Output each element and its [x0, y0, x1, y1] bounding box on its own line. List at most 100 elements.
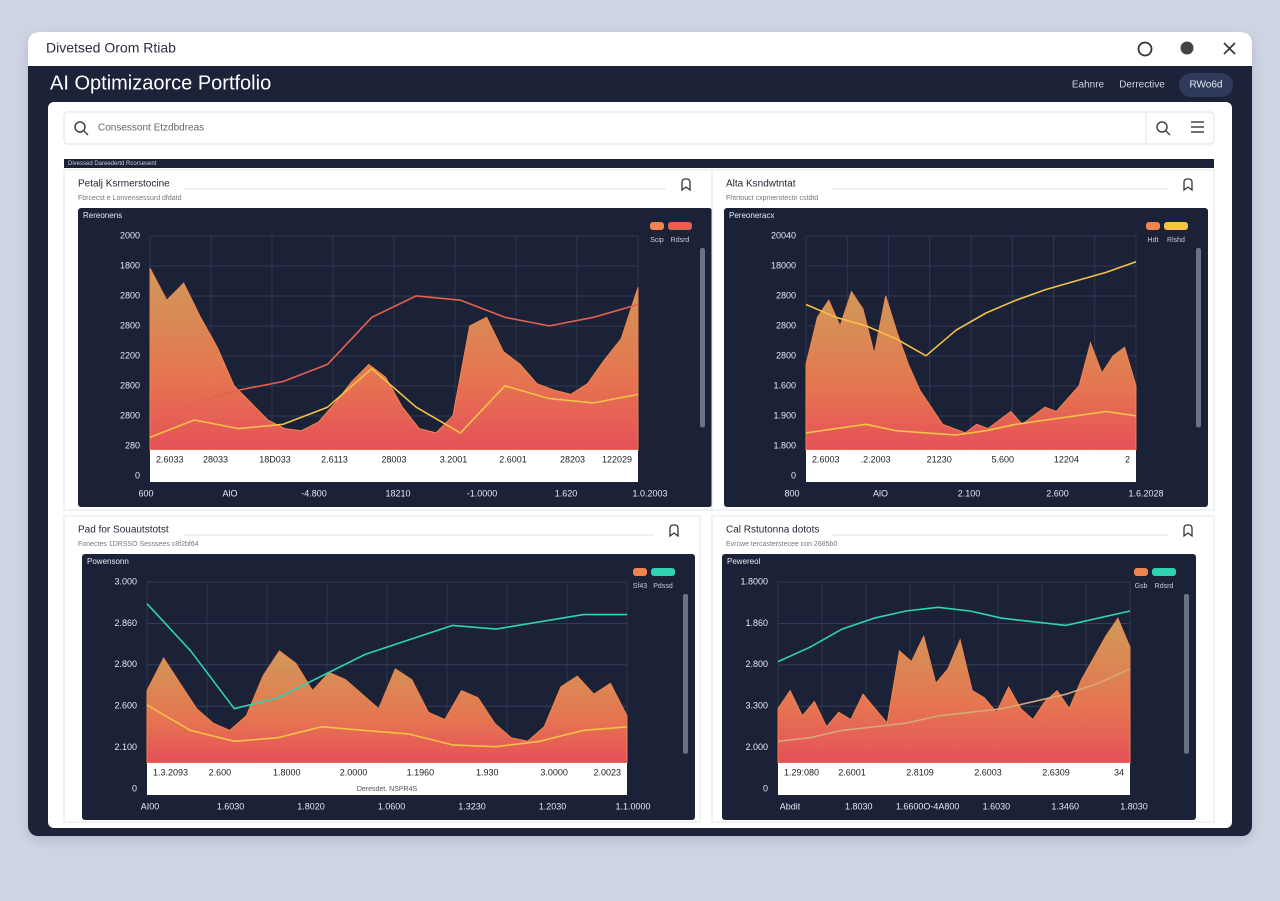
line — [777, 668, 1131, 743]
x-tick-label-secondary: 1.8030 — [1120, 801, 1148, 811]
x-tick-label-secondary: 600 — [138, 488, 153, 498]
y-tick-label: 3.000 — [114, 576, 137, 586]
x-tick-label: 1.1960 — [407, 767, 435, 777]
strip — [64, 159, 1214, 168]
icon-button[interactable] — [1180, 41, 1194, 55]
search-button[interactable] — [1165, 130, 1171, 136]
legend-swatch — [1134, 568, 1148, 576]
y-tick-label: 0 — [132, 783, 137, 793]
x-tick-label: 2.6113 — [321, 454, 348, 464]
y-tick-label: 1.600 — [773, 380, 796, 390]
x-tick-label: 2.6001 — [838, 767, 866, 777]
area — [777, 617, 1131, 764]
x-tick-label: 2 — [1125, 454, 1130, 464]
line — [777, 606, 1131, 663]
panel-title: Alta Ksndwtntat — [726, 179, 796, 190]
x-tick-label-secondary: 1.2030 — [539, 801, 567, 811]
x-note: Deresdet. NSPR4S — [357, 786, 418, 793]
tab[interactable]: Eahnre — [1072, 80, 1105, 91]
search-placeholder[interactable]: Consessont Etzdbdreas — [98, 123, 204, 134]
y-tick-label: 1.800 — [773, 440, 796, 450]
menu-button[interactable] — [1191, 121, 1204, 133]
x-tick-label-secondary: AlO — [873, 488, 888, 498]
y-tick-label: 1800 — [120, 260, 140, 270]
tab-pill[interactable] — [1179, 73, 1233, 97]
y-tick-label: 2800 — [120, 320, 140, 330]
x-tick-label-secondary: 1.8020 — [297, 801, 325, 811]
y-tick-label: 2.800 — [114, 659, 137, 669]
y-tick-label: 20040 — [771, 230, 796, 240]
legend-swatch — [1164, 222, 1188, 230]
scrollbar — [683, 594, 688, 754]
legend-label: Scip — [650, 237, 664, 244]
legend-swatch — [1152, 568, 1176, 576]
y-tick-label: 2800 — [776, 290, 796, 300]
bookmark-icon[interactable] — [681, 178, 691, 192]
scrollbar — [700, 248, 705, 428]
x-tick-label: .2.2003 — [861, 454, 891, 464]
legend-label: Hdt — [1148, 237, 1159, 244]
legend-label: Rdsrd — [671, 237, 690, 244]
y-tick-label: 0 — [791, 470, 796, 480]
y-tick-label: 3.300 — [745, 701, 768, 711]
x-tick-label-secondary: 18210 — [385, 488, 410, 498]
x-tick-label: 3.2001 — [440, 454, 468, 464]
x-axis-strip — [150, 450, 638, 482]
x-tick-label: 3.0000 — [540, 767, 568, 777]
x-axis-strip — [147, 763, 627, 795]
x-axis-strip — [778, 763, 1130, 795]
bookmark-icon[interactable] — [1183, 524, 1193, 538]
y-tick-label: 1.860 — [745, 618, 768, 628]
x-tick-label: 1.29:080 — [784, 767, 819, 777]
area — [146, 650, 628, 764]
bookmark-icon[interactable] — [1183, 178, 1193, 192]
panel-title: Pad for Souautstotst — [78, 525, 169, 536]
title-bar — [28, 32, 1252, 66]
y-tick-label: 18000 — [771, 260, 796, 270]
x-tick-label-secondary: 1.0600 — [378, 801, 406, 811]
legend-label: Sf43 — [633, 583, 648, 590]
legend-label: Rlshd — [1167, 237, 1185, 244]
tab[interactable]: RWo6d — [1190, 80, 1223, 91]
x-tick-label: 1.3.2093 — [153, 767, 188, 777]
panel-subtitle: Fhtrtouct cxpmerotectir cstdtd — [726, 195, 818, 202]
legend-label: Gsb — [1135, 583, 1148, 590]
search-bar[interactable] — [63, 111, 1215, 145]
x-tick-label: 21230 — [927, 454, 952, 464]
line — [149, 295, 639, 434]
search-icon — [83, 130, 89, 136]
chart-label: Powensonn — [87, 557, 129, 566]
x-tick-label-secondary: Abdit — [780, 801, 801, 811]
legend-swatch — [1146, 222, 1160, 230]
tab[interactable]: Derrective — [1119, 80, 1165, 91]
icon-button[interactable] — [1137, 41, 1153, 57]
x-tick-label: 2.6001 — [499, 454, 527, 464]
y-tick-label: 2.100 — [114, 742, 137, 752]
x-tick-label: 28003 — [381, 454, 406, 464]
y-tick-label: 1.900 — [773, 410, 796, 420]
close-button[interactable] — [1223, 42, 1236, 55]
y-tick-label: 2800 — [120, 410, 140, 420]
y-tick-label: 2.000 — [745, 742, 768, 752]
x-tick-label: 2.0000 — [340, 767, 368, 777]
legend-swatch — [651, 568, 675, 576]
legend-swatch — [650, 222, 664, 230]
y-tick-label: 2800 — [776, 350, 796, 360]
legend-swatch — [633, 568, 647, 576]
app-title: AI Optimizaorce Portfolio — [50, 72, 271, 94]
x-tick-label: 2.0023 — [593, 767, 621, 777]
bookmark-icon[interactable] — [669, 524, 679, 538]
x-tick-label-secondary: AlO — [222, 488, 237, 498]
panel-title: Petalj Ksrmerstocine — [78, 179, 170, 190]
chart-label: Pewereol — [727, 557, 761, 566]
x-tick-label: 28033 — [203, 454, 228, 464]
scrollbar — [1196, 248, 1201, 428]
y-tick-label: 2.860 — [114, 618, 137, 628]
x-tick-label: 18D033 — [259, 454, 291, 464]
strip-label: Divessed Dareedertd Rcorsesent — [68, 161, 157, 167]
x-tick-label-secondary: 1.6030 — [217, 801, 245, 811]
area — [805, 290, 1137, 451]
line — [805, 260, 1137, 357]
search-button[interactable] — [1156, 121, 1168, 133]
